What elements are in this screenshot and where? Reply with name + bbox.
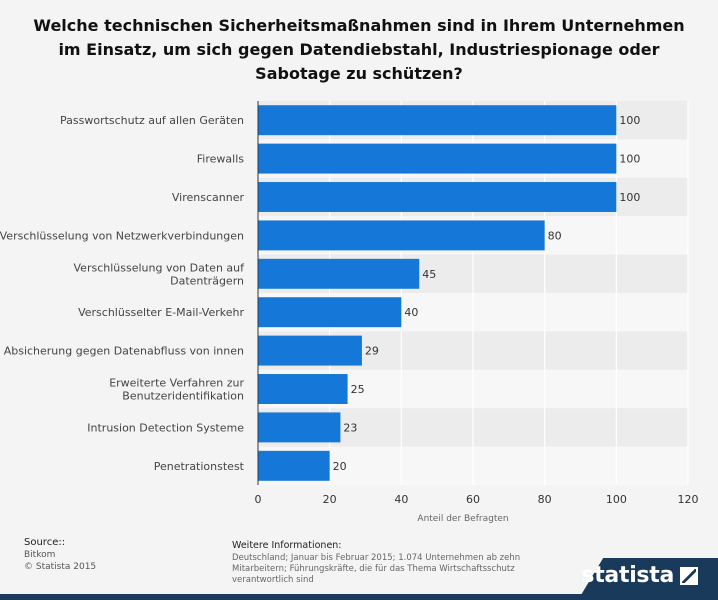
source-block: Source:: Bitkom © Statista 2015 (24, 537, 96, 573)
x-tick-label: 60 (466, 493, 480, 506)
bar[interactable] (258, 412, 341, 443)
value-label: 45 (422, 268, 436, 281)
bar[interactable] (258, 374, 348, 404)
category-label: Penetrationstest (154, 460, 245, 473)
bar[interactable] (258, 220, 545, 251)
x-tick-label: 20 (323, 493, 337, 506)
statista-logo-icon (680, 566, 698, 585)
bar[interactable] (258, 297, 402, 328)
more-info-text: Deutschland; Januar bis Februar 2015; 1.… (232, 553, 521, 585)
x-tick-label: 100 (606, 493, 627, 506)
source-heading: Source:: (24, 537, 66, 548)
category-labels: Passwortschutz auf allen Geräten Firewall… (0, 114, 245, 473)
bar[interactable] (258, 335, 362, 366)
category-label: Virenscanner (172, 191, 245, 204)
brand-name: statista (581, 563, 674, 588)
x-axis-ticks: 0 20 40 60 80 100 120 (255, 493, 699, 506)
value-label: 20 (333, 460, 347, 473)
bar[interactable] (258, 105, 617, 136)
more-info-block: Weitere Informationen: Deutschland; Janu… (232, 540, 522, 586)
chart-title: Welche technischen Sicherheitsmaßnahmen … (33, 16, 685, 83)
x-tick-label: 120 (678, 493, 699, 506)
bar[interactable] (258, 258, 420, 289)
value-label: 100 (619, 191, 640, 204)
value-label: 100 (619, 153, 640, 166)
bar[interactable] (258, 143, 617, 174)
category-label: Verschlüsselung von Netzwerkverbindungen (0, 229, 244, 242)
more-info-heading: Weitere Informationen: (232, 540, 342, 551)
value-label: 80 (548, 229, 562, 242)
bars (258, 105, 617, 481)
statista-logo[interactable]: statista (581, 563, 698, 588)
x-tick-label: 80 (538, 493, 552, 506)
source-line: © Statista 2015 (24, 562, 97, 572)
value-label: 23 (343, 421, 357, 434)
value-label: 29 (365, 345, 379, 358)
value-label: 25 (351, 383, 365, 396)
category-label: Verschlüsselung von Daten auf Datenträger… (74, 261, 246, 287)
x-tick-label: 0 (255, 493, 262, 506)
category-label: Verschlüsselter E-Mail-Verkehr (78, 306, 244, 319)
bar-chart: Passwortschutz auf allen Geräten Firewall… (0, 101, 699, 524)
category-label: Erweiterte Verfahren zur Benutzeridentifi… (109, 377, 244, 403)
category-label: Absicherung gegen Datenabfluss von innen (4, 345, 244, 358)
category-label: Intrusion Detection Systeme (87, 421, 244, 434)
source-line: Bitkom (24, 550, 56, 560)
footer-bar (0, 594, 718, 600)
x-axis-title: Anteil der Befragten (417, 514, 508, 524)
category-label: Passwortschutz auf allen Geräten (60, 114, 244, 127)
value-label: 100 (619, 114, 640, 127)
category-label: Firewalls (197, 153, 244, 166)
bar[interactable] (258, 182, 617, 212)
value-labels: 100 100 100 80 45 40 29 25 23 20 (333, 114, 641, 473)
bar[interactable] (258, 450, 330, 481)
value-label: 40 (404, 306, 418, 319)
x-tick-label: 40 (394, 493, 408, 506)
